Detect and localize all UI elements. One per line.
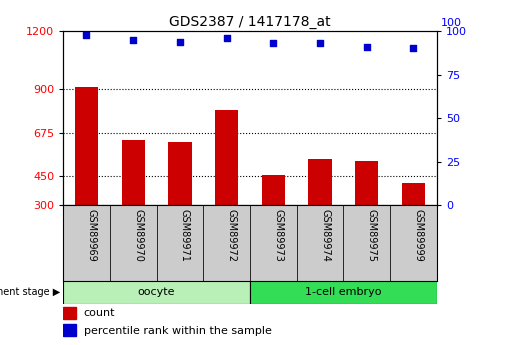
Bar (157, 205, 203, 281)
Bar (63, 324, 76, 336)
Bar (215, 110, 238, 205)
Text: GSM89974: GSM89974 (320, 209, 330, 262)
Point (316, 40, 324, 46)
Text: GSM89972: GSM89972 (227, 209, 237, 262)
Text: 1-cell embryo: 1-cell embryo (305, 287, 382, 297)
Bar (203, 205, 250, 281)
Bar (75, 87, 98, 205)
Text: GSM89969: GSM89969 (86, 209, 96, 262)
Text: 100: 100 (441, 18, 462, 28)
Bar (402, 183, 425, 205)
Bar (63, 281, 250, 304)
Text: oocyte: oocyte (138, 287, 175, 297)
Bar (309, 159, 332, 205)
Bar (343, 205, 390, 281)
Text: count: count (84, 308, 115, 318)
Point (410, 46, 418, 51)
Point (223, 35, 231, 41)
Point (363, 44, 371, 49)
Text: GSM89971: GSM89971 (180, 209, 190, 262)
Bar (63, 307, 76, 319)
Bar (250, 205, 297, 281)
Text: development stage ▶: development stage ▶ (0, 287, 61, 297)
Point (176, 39, 184, 44)
Bar (262, 175, 285, 205)
Bar (390, 205, 437, 281)
Bar (297, 205, 343, 281)
Bar (63, 205, 110, 281)
Bar (168, 142, 191, 205)
Text: percentile rank within the sample: percentile rank within the sample (84, 326, 272, 335)
Text: GSM89999: GSM89999 (414, 209, 424, 262)
Bar (355, 161, 378, 205)
Bar (110, 205, 157, 281)
Text: GSM89975: GSM89975 (367, 209, 377, 262)
Text: GSM89973: GSM89973 (273, 209, 283, 262)
Title: GDS2387 / 1417178_at: GDS2387 / 1417178_at (169, 14, 331, 29)
Point (269, 40, 277, 46)
Point (129, 37, 137, 42)
Bar (122, 140, 145, 205)
Bar (250, 281, 437, 304)
Point (82, 32, 90, 37)
Text: GSM89970: GSM89970 (133, 209, 143, 262)
